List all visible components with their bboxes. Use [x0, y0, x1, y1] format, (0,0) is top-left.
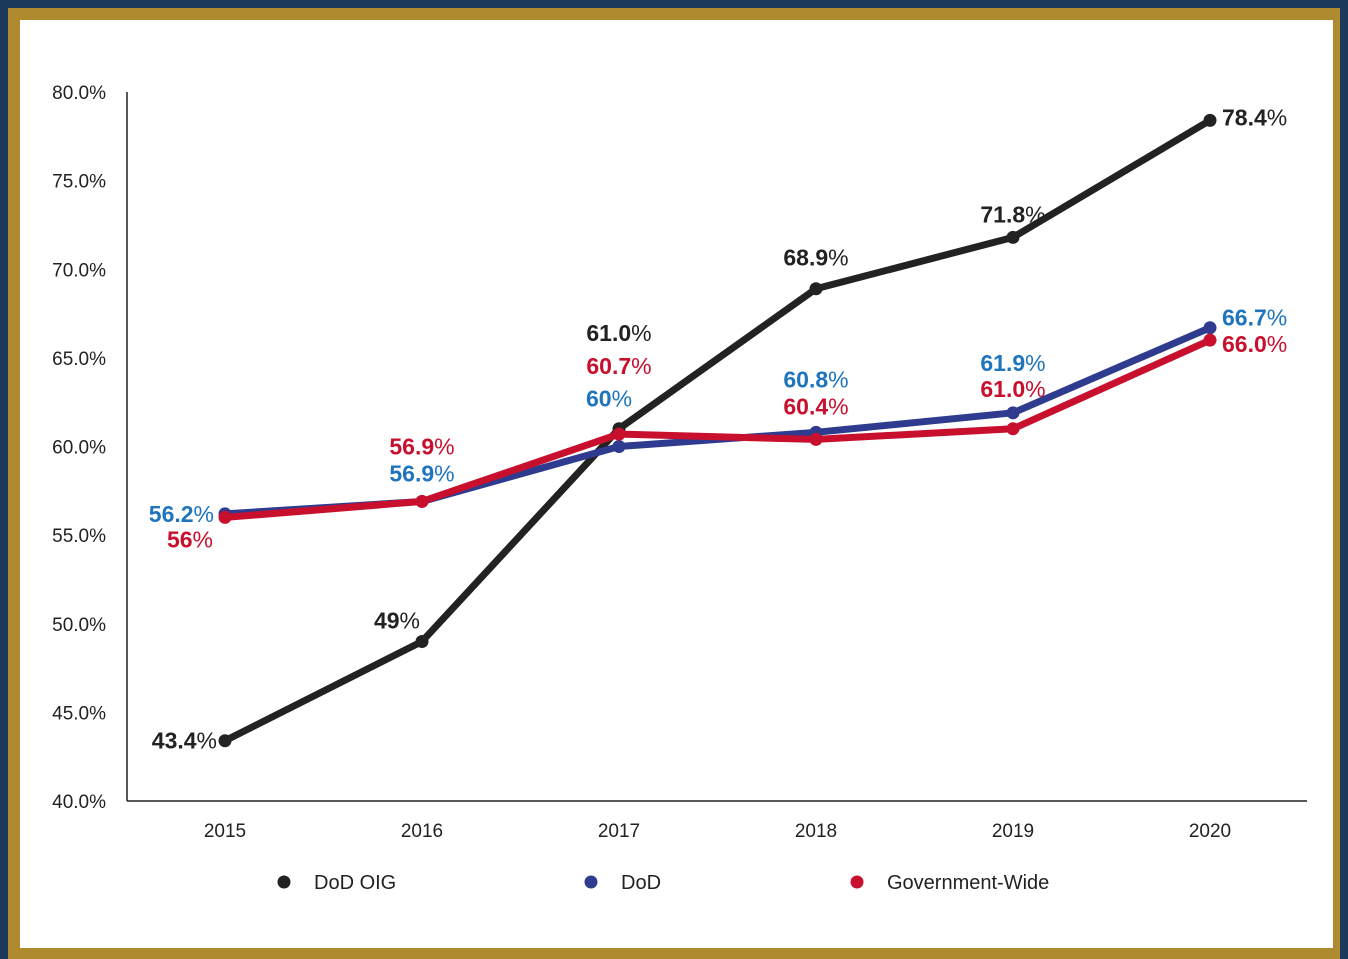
legend-marker	[850, 875, 864, 889]
data-label-percent: %	[1267, 305, 1287, 331]
data-point	[612, 440, 626, 453]
legend-label: DoD OIG	[314, 872, 396, 894]
data-label-value: 71.8	[980, 201, 1025, 227]
data-point	[1203, 113, 1217, 127]
y-tick-label: 70.0%	[52, 260, 106, 281]
data-label-percent: %	[400, 607, 420, 633]
data-point	[218, 734, 232, 748]
data-label-value: 61.9	[980, 350, 1025, 376]
data-label-percent: %	[828, 366, 848, 392]
data-label-percent: %	[194, 501, 214, 527]
x-tick-label: 2015	[204, 821, 246, 842]
data-label-value: 56.9	[389, 460, 434, 486]
data-point	[809, 282, 823, 296]
data-label-percent: %	[612, 386, 632, 412]
data-label-percent: %	[1025, 201, 1045, 227]
x-tick-label: 2020	[1189, 821, 1231, 842]
data-label-value: 60.8	[783, 366, 828, 392]
x-tick-label: 2016	[401, 821, 443, 842]
data-label: 61.0%	[980, 376, 1045, 402]
data-point	[218, 510, 232, 524]
data-label-percent: %	[631, 320, 651, 346]
data-label-percent: %	[828, 245, 848, 271]
data-label: 60.7%	[586, 353, 651, 379]
data-label-percent: %	[828, 393, 848, 419]
data-label: 56%	[167, 526, 213, 552]
data-label: 61.0%	[586, 320, 651, 346]
y-tick-label: 80.0%	[52, 83, 106, 104]
axes: 40.0% 45.0% 50.0% 55.0% 60.0% 65.0% 70.0% 75.0%…	[52, 83, 1307, 842]
y-tick-label: 55.0%	[52, 526, 106, 547]
legend-marker	[584, 875, 598, 889]
data-label-value: 68.9	[783, 245, 828, 271]
data-point	[415, 494, 429, 508]
data-label-value: 56.2	[149, 501, 194, 527]
data-label-percent: %	[631, 353, 651, 379]
data-label: 66.0%	[1222, 331, 1287, 357]
data-point	[612, 427, 626, 441]
data-label-value: 56.9	[389, 433, 434, 459]
x-tick-label: 2017	[598, 821, 640, 842]
legend: DoD OIG DoD Government-Wide	[277, 872, 1049, 894]
data-point	[1006, 406, 1020, 420]
data-label-percent: %	[1025, 350, 1045, 376]
data-label-percent: %	[197, 728, 217, 754]
data-label: 60.4%	[783, 393, 848, 419]
data-label-value: 60.4	[783, 393, 828, 419]
y-tick-label: 60.0%	[52, 438, 106, 459]
y-tick-label: 45.0%	[52, 703, 106, 724]
series-line-2	[221, 336, 1214, 521]
series-line-0	[221, 116, 1214, 745]
data-label-percent: %	[1267, 104, 1287, 130]
data-label: 66.7%	[1222, 305, 1287, 331]
y-tick-label: 40.0%	[52, 792, 106, 813]
data-label-value: 66.7	[1222, 305, 1267, 331]
data-point	[1006, 422, 1020, 436]
data-label-value: 61.0	[586, 320, 631, 346]
chart-background	[20, 20, 1333, 948]
data-label-percent: %	[434, 433, 454, 459]
data-label: 43.4%	[152, 728, 217, 754]
data-label: 60%	[586, 386, 632, 412]
data-label: 68.9%	[783, 245, 848, 271]
data-label: 61.9%	[980, 350, 1045, 376]
y-tick-label: 65.0%	[52, 349, 106, 370]
data-label-percent: %	[193, 526, 213, 552]
data-label-value: 60	[586, 386, 612, 412]
y-tick-label: 50.0%	[52, 615, 106, 636]
data-label: 60.8%	[783, 366, 848, 392]
data-label-percent: %	[434, 460, 454, 486]
data-label-value: 66.0	[1222, 331, 1267, 357]
series-lines	[218, 113, 1217, 748]
data-label-value: 56	[167, 526, 193, 552]
data-point	[1203, 321, 1217, 335]
data-label-value: 78.4	[1222, 104, 1267, 130]
legend-marker	[277, 875, 291, 889]
data-label-percent: %	[1025, 376, 1045, 402]
data-point	[1203, 333, 1217, 347]
data-label: 78.4%	[1222, 104, 1287, 130]
data-label: 56.2%	[149, 501, 214, 527]
y-tick-label: 75.0%	[52, 172, 106, 193]
data-label-value: 60.7	[586, 353, 631, 379]
x-tick-label: 2019	[992, 821, 1034, 842]
data-label: 56.9%	[389, 460, 454, 486]
legend-label: DoD	[621, 872, 661, 894]
data-label: 56.9%	[389, 433, 454, 459]
data-labels: 43.4%49%61.0%68.9%71.8%78.4%56.2%56.9%60…	[149, 104, 1287, 753]
data-label: 71.8%	[980, 201, 1045, 227]
data-label-value: 43.4	[152, 728, 197, 754]
data-label-value: 61.0	[980, 376, 1025, 402]
data-point	[1006, 230, 1020, 244]
data-point	[415, 634, 429, 648]
data-label: 49%	[374, 607, 420, 633]
x-tick-label: 2018	[795, 821, 837, 842]
legend-label: Government-Wide	[887, 872, 1049, 894]
data-point	[809, 432, 823, 446]
data-label-value: 49	[374, 607, 400, 633]
data-label-percent: %	[1267, 331, 1287, 357]
